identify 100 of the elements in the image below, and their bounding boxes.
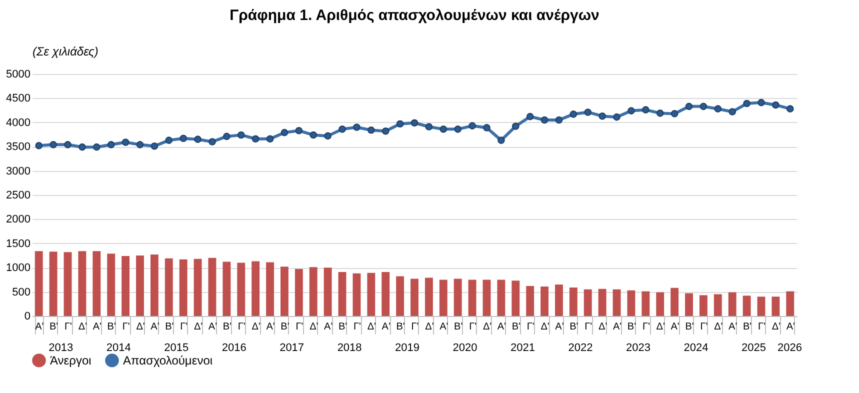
bar (512, 280, 520, 316)
y-tick-label: 500 (12, 286, 30, 298)
point (656, 110, 664, 117)
point (642, 106, 650, 114)
x-tick-label: Α' (440, 322, 448, 332)
chart-title: Γράφημα 1. Αριθμός απασχολουμένων και ανέργων (230, 7, 600, 24)
bar (78, 251, 86, 316)
text: 2024 (684, 342, 708, 354)
x-tick-label: Β' (222, 322, 232, 332)
x-tick-label: Δ' (367, 322, 376, 332)
bar (728, 292, 736, 316)
text: 2014 (106, 342, 131, 354)
bar (164, 258, 173, 316)
point (555, 116, 563, 124)
point (150, 142, 158, 150)
point (700, 102, 708, 110)
x-tick-label: Δ' (252, 322, 260, 332)
x-tick-label: Δ' (310, 322, 318, 332)
x-tick-label: Β' (627, 322, 636, 332)
legend-label: Απασχολούμενοι (123, 353, 213, 368)
bar (324, 268, 332, 316)
point (440, 126, 448, 133)
x-tick-label: Δ' (425, 322, 434, 332)
text: 2016 (222, 342, 246, 354)
point (758, 98, 765, 106)
bar (555, 284, 563, 316)
point (786, 105, 794, 113)
text: 2015 (164, 342, 189, 354)
x-tick-label: Γ' (354, 322, 362, 332)
bar (367, 272, 376, 316)
bar (454, 278, 462, 316)
x-tick-label: Γ' (180, 322, 188, 332)
point (714, 105, 722, 113)
bar (194, 258, 202, 316)
x-tick-label: Δ' (540, 322, 550, 332)
x-tick-label: Β' (454, 322, 463, 332)
x-tick-label: Δ' (136, 322, 145, 332)
x-tick-label: Α' (382, 322, 390, 332)
x-tick-label: Γ' (238, 322, 246, 332)
x-tick-label: Β' (512, 322, 521, 332)
bar (468, 280, 476, 316)
point (670, 110, 678, 118)
x-tick-label: Β' (396, 322, 405, 332)
bar (266, 262, 274, 316)
point (180, 134, 187, 142)
point (208, 138, 216, 146)
bar (699, 295, 708, 316)
legend-label: Άνεργοι (50, 353, 92, 368)
y-tick-label: 5000 (6, 68, 30, 80)
x-tick-label: Β' (280, 322, 290, 332)
x-tick-label: Δ' (78, 322, 88, 332)
bar (742, 296, 751, 316)
text: 2025 (741, 342, 766, 354)
x-tick-label: Γ' (584, 322, 592, 332)
bar (237, 262, 246, 316)
point (498, 136, 505, 144)
point (410, 119, 418, 127)
bar (584, 289, 592, 316)
x-tick-label: Α' (786, 322, 796, 332)
x-tick-label: Γ' (526, 322, 534, 332)
point (685, 102, 693, 110)
x-tick-label: Α' (555, 322, 564, 332)
bar (772, 296, 780, 316)
x-tick-label: Γ' (296, 322, 304, 332)
x-tick-label: Δ' (194, 322, 203, 332)
point (396, 120, 404, 128)
text: 2023 (626, 342, 650, 354)
point (526, 112, 534, 120)
x-tick-label: Α' (670, 322, 680, 332)
bar (685, 293, 693, 316)
point (266, 135, 274, 143)
point (35, 142, 43, 150)
bar (656, 292, 664, 316)
point (570, 110, 578, 118)
bar (540, 286, 548, 316)
point (353, 124, 360, 131)
point (584, 108, 592, 116)
point (454, 126, 462, 133)
x-tick-label: Γ' (122, 322, 130, 332)
bar (396, 276, 404, 316)
y-tick-label: 1500 (6, 238, 30, 250)
bar (49, 252, 58, 316)
y-tick-label: 2500 (6, 190, 30, 202)
point (136, 141, 144, 148)
bar (382, 272, 390, 316)
point (772, 101, 780, 109)
x-tick-label: Β' (743, 322, 752, 332)
x-tick-label: Γ' (411, 322, 419, 332)
bar (92, 251, 101, 316)
x-tick-label: Δ' (772, 322, 781, 332)
x-tick-label: Α' (612, 322, 622, 332)
x-tick-label: Γ' (642, 322, 650, 332)
bar (252, 261, 260, 316)
text: 2022 (568, 342, 593, 354)
point (50, 141, 57, 148)
x-tick-label: Α' (728, 322, 738, 332)
bar (222, 262, 231, 316)
bar (612, 289, 621, 316)
x-tick-label: Α' (35, 322, 44, 332)
text: 2017 (280, 342, 304, 354)
